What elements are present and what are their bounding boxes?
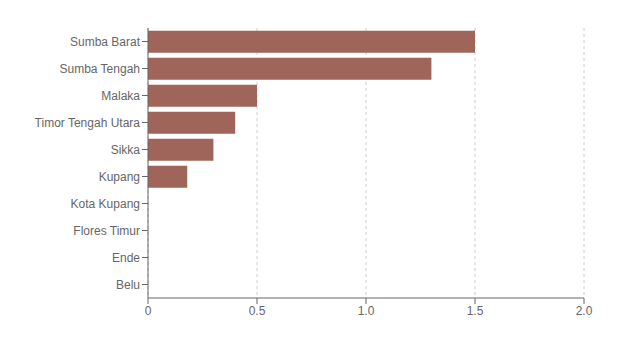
- svg-text:Kota Kupang: Kota Kupang: [71, 197, 140, 211]
- svg-text:Kupang: Kupang: [99, 170, 140, 184]
- svg-text:Sikka: Sikka: [111, 143, 141, 157]
- svg-text:Timor Tengah Utara: Timor Tengah Utara: [35, 116, 141, 130]
- svg-text:1.5: 1.5: [467, 304, 484, 318]
- svg-text:1.0: 1.0: [358, 304, 375, 318]
- svg-text:Sumba Barat: Sumba Barat: [70, 35, 141, 49]
- svg-text:Belu: Belu: [116, 278, 140, 292]
- svg-text:2.0: 2.0: [576, 304, 593, 318]
- svg-text:0: 0: [145, 304, 152, 318]
- svg-text:Malaka: Malaka: [101, 89, 140, 103]
- svg-text:Sumba Tengah: Sumba Tengah: [59, 62, 140, 76]
- svg-text:Flores Timur: Flores Timur: [73, 224, 140, 238]
- svg-text:0.5: 0.5: [249, 304, 266, 318]
- svg-text:Ende: Ende: [112, 251, 140, 265]
